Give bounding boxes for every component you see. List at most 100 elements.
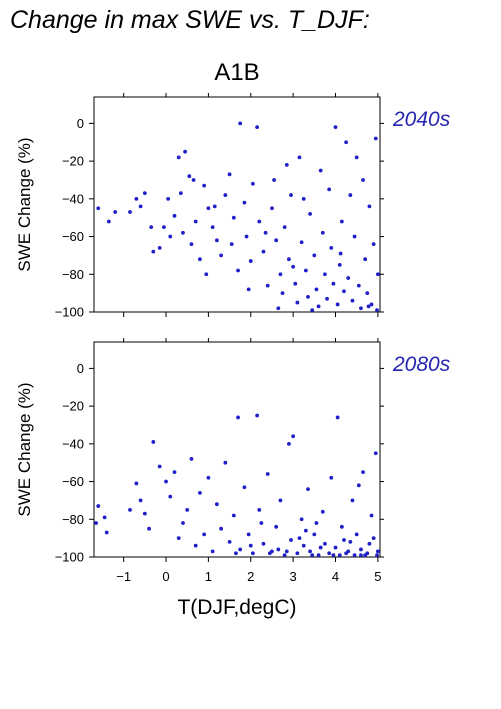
data-point <box>198 257 202 262</box>
data-point <box>320 230 325 235</box>
data-point <box>318 168 323 173</box>
data-point <box>333 545 338 550</box>
data-point <box>185 507 190 512</box>
data-point <box>339 219 344 224</box>
data-point <box>255 125 260 130</box>
data-point <box>299 517 304 522</box>
data-point <box>367 204 372 209</box>
data-point <box>359 553 363 558</box>
x-tick-label: 2 <box>247 569 254 584</box>
data-point <box>366 304 371 309</box>
data-point <box>259 521 264 525</box>
data-point <box>134 481 139 486</box>
data-point <box>371 242 376 247</box>
data-point <box>206 475 211 480</box>
data-point <box>166 196 171 201</box>
data-point <box>312 253 317 258</box>
data-point <box>113 210 118 214</box>
data-point <box>183 149 187 154</box>
data-point <box>363 257 368 262</box>
data-point <box>301 196 306 201</box>
data-point <box>301 543 306 548</box>
data-point <box>352 553 357 558</box>
data-point <box>265 283 270 288</box>
data-point <box>375 308 379 313</box>
data-point <box>331 281 336 286</box>
x-tick-label: 3 <box>290 569 297 584</box>
data-point <box>350 298 355 303</box>
data-point <box>157 245 162 250</box>
data-point <box>310 553 315 558</box>
data-point <box>96 504 101 508</box>
data-point <box>337 553 342 558</box>
data-point <box>236 415 240 420</box>
data-point <box>365 551 370 556</box>
data-point <box>219 253 224 258</box>
period-label: 2040s <box>392 108 451 131</box>
data-point <box>338 251 343 256</box>
data-point <box>359 547 363 552</box>
data-point <box>191 178 196 182</box>
data-point <box>151 440 156 444</box>
data-point <box>106 219 111 224</box>
data-point <box>308 549 312 554</box>
data-point <box>284 162 289 167</box>
data-point <box>306 487 310 492</box>
data-point <box>261 541 266 546</box>
y-tick-label: −40 <box>62 191 84 206</box>
data-point <box>94 521 99 525</box>
data-point <box>157 464 162 469</box>
data-point <box>303 268 308 273</box>
x-tick-label: −1 <box>116 569 131 584</box>
data-point <box>346 276 351 280</box>
data-point <box>181 230 185 235</box>
data-point <box>272 178 276 182</box>
data-point <box>219 526 224 531</box>
data-point <box>289 538 293 542</box>
data-point <box>323 541 327 546</box>
data-point <box>214 502 219 507</box>
y-tick-label: −40 <box>62 436 84 451</box>
data-point <box>348 540 353 544</box>
data-point <box>339 524 344 529</box>
data-point <box>265 472 270 476</box>
data-point <box>327 187 332 192</box>
data-point <box>227 172 232 177</box>
data-point <box>369 302 374 307</box>
data-point <box>329 245 334 250</box>
data-point <box>168 494 173 499</box>
data-point <box>104 530 109 535</box>
data-point <box>354 155 359 160</box>
data-point <box>242 200 247 205</box>
data-point <box>297 536 302 541</box>
data-point <box>342 289 346 294</box>
data-point <box>204 272 209 277</box>
data-point <box>291 434 296 439</box>
y-tick-label: −100 <box>55 305 84 320</box>
data-point <box>278 498 283 503</box>
data-point <box>227 540 232 544</box>
data-point <box>293 281 298 286</box>
panel-2040s: 0 −20 −40 −60 −80 −100 SWE Change (%) 2040s <box>15 93 451 320</box>
data-point <box>187 174 192 179</box>
data-point <box>238 121 243 126</box>
data-point <box>257 219 262 224</box>
data-point <box>178 191 183 196</box>
y-tick-label: −60 <box>62 474 84 489</box>
data-point <box>263 230 268 235</box>
data-point <box>172 470 177 475</box>
data-point <box>280 291 285 296</box>
data-point <box>348 193 353 197</box>
data-point <box>356 283 361 288</box>
data-point <box>246 532 251 537</box>
y-axis-label: SWE Change (%) <box>15 137 34 271</box>
data-point <box>344 551 349 556</box>
data-point <box>303 528 308 533</box>
data-point <box>202 532 207 537</box>
data-point <box>212 204 217 209</box>
data-point <box>276 306 281 311</box>
data-point <box>142 511 147 516</box>
data-point <box>255 413 260 418</box>
data-point <box>261 249 266 254</box>
